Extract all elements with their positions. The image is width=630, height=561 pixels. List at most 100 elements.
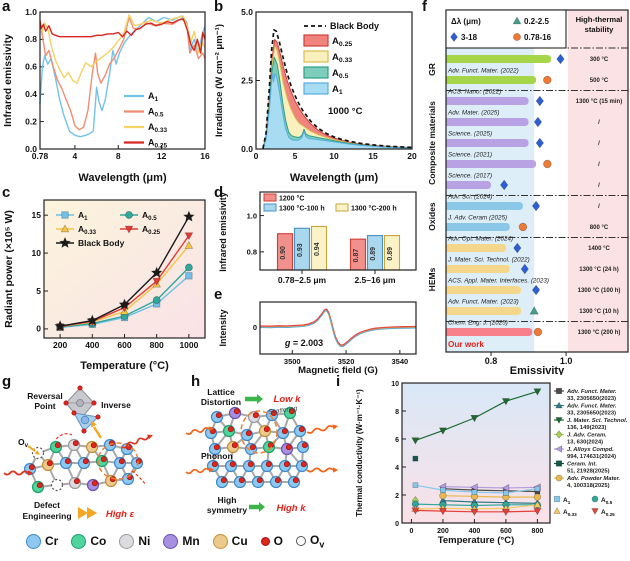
atom-O	[227, 426, 234, 433]
row-stability: 1300 °C (200 h)	[578, 330, 621, 336]
panel-c-label: c	[2, 184, 11, 201]
emissivity-bar	[446, 244, 507, 252]
legend-ref: Adv. Funct. Mater.	[566, 389, 617, 395]
svg-text:0.8: 0.8	[247, 248, 257, 257]
panel-i-chart: 0 200 400 600 800 0 2 4 6 8 10 Temperature (°C) Ther…	[355, 381, 628, 546]
svg-text:0: 0	[395, 521, 399, 528]
svg-text:A1: A1	[332, 84, 343, 96]
delta-lambda-legend-box	[445, 9, 567, 49]
svg-text:0: 0	[36, 324, 41, 334]
x-axis-label: Magnetic field (G)	[298, 365, 378, 375]
atom-O	[292, 477, 299, 484]
atom-O	[28, 464, 35, 471]
atom-legend-Mn: Mn	[163, 533, 200, 549]
legend-item: A0.33	[78, 224, 97, 236]
legend-ref: J. Alloys Compd.	[567, 447, 614, 453]
svg-text:16: 16	[200, 151, 210, 161]
x-axis-label: Wavelength (μm)	[78, 172, 167, 184]
legend-0.78-16: 0.78-16	[524, 33, 552, 42]
panel-h: h Lattice Distortion Low k Scattering Phonon…	[185, 373, 345, 525]
x-axis-label: Emissivity	[510, 365, 565, 375]
legend-1200: 1200 °C	[279, 195, 304, 203]
emissivity-bar	[446, 76, 537, 84]
bar-value: 0.87	[353, 249, 360, 263]
label-reversal-point: Reversal	[27, 391, 62, 401]
atom-legend-Ov: Ov	[296, 533, 324, 549]
emissivity-bar	[446, 97, 529, 105]
panel-d-label: d	[214, 184, 224, 201]
atom-O	[91, 480, 98, 487]
svg-text:1000: 1000	[179, 340, 198, 350]
legend-ref: Ceram. Int.	[567, 462, 597, 468]
svg-text:33, 2305650(2023): 33, 2305650(2023)	[567, 396, 616, 402]
atom-legend-label: O	[273, 534, 284, 548]
svg-text:0.0: 0.0	[25, 144, 37, 154]
atom-O	[285, 444, 292, 451]
svg-text:0.78: 0.78	[32, 151, 49, 161]
row-stability: /	[598, 183, 600, 189]
atom-O	[82, 458, 89, 465]
emissivity-bar	[446, 181, 492, 189]
atom-O	[215, 412, 222, 419]
row-ref: J. Mater. Sci. Technol. (2022)	[447, 257, 530, 264]
svg-text:1.0: 1.0	[25, 7, 37, 17]
svg-text:Distortion: Distortion	[201, 397, 241, 407]
svg-text:0.8: 0.8	[485, 356, 498, 366]
series-A0.33	[39, 14, 206, 84]
svg-text:A0.5: A0.5	[332, 68, 349, 80]
atom-O	[220, 477, 227, 484]
panel-a-label: a	[2, 0, 11, 15]
scattering-region-circle	[240, 410, 278, 454]
emissivity-bar	[446, 286, 522, 294]
svg-text:stability: stability	[585, 25, 614, 34]
atom-legend-O: O	[260, 534, 284, 548]
legend-blackbody: Black Body	[330, 21, 379, 31]
atom-O	[231, 442, 238, 449]
row-ref: Adv. Mater. (2025)	[447, 110, 499, 117]
svg-text:994, 174631(2024): 994, 174631(2024)	[567, 454, 616, 460]
svg-text:2.5: 2.5	[241, 75, 253, 85]
atom-O	[263, 426, 270, 433]
svg-text:3500: 3500	[284, 357, 301, 366]
legend-title: Δλ (μm)	[451, 17, 481, 26]
atom-legend-Cu: Cu	[212, 533, 248, 549]
svg-text:6: 6	[395, 437, 399, 444]
annotation-temperature: 1000 °C	[328, 106, 363, 117]
row-stability: 500 °C	[590, 78, 609, 84]
row-ref: Adv. Funct. Mater. (2022)	[447, 68, 519, 75]
legend-A0.5: A0.5	[148, 107, 164, 119]
row-ref: Adv. Funct. Mater. (2023)	[447, 299, 519, 306]
panel-f-chart: Adv. Funct. Mater. (2022) 300 °C ACS. Nano…	[427, 9, 629, 375]
area-A1	[262, 73, 413, 150]
x-axis-label: Wavelength (μm)	[290, 172, 379, 184]
category-oxides: Oxides	[427, 202, 437, 231]
emissivity-bar	[446, 223, 510, 231]
y-axis-label: Intensity	[218, 309, 228, 346]
y-axis-label: Infrared emissivity	[218, 192, 228, 272]
atom-O	[265, 461, 272, 468]
atom-O	[233, 408, 240, 415]
svg-text:800: 800	[532, 528, 544, 535]
svg-text:1.0: 1.0	[560, 356, 573, 366]
legend-A0.25: A0.25	[148, 138, 167, 150]
legend-ref: Adv. Powder Mater.	[566, 476, 621, 482]
svg-text:0.0: 0.0	[241, 144, 253, 154]
atom-O	[36, 482, 43, 489]
panel-h-label: h	[191, 373, 201, 390]
series-line	[442, 495, 538, 498]
row-stability: /	[598, 120, 600, 126]
svg-text:0: 0	[253, 323, 257, 332]
row-ref: ACS. Appl. Mater. Interfaces. (2023)	[447, 278, 549, 285]
defect-region-circle	[97, 442, 139, 480]
svg-text:10: 10	[329, 151, 339, 161]
bar-value: 0.93	[297, 243, 304, 257]
svg-text:Engineering: Engineering	[22, 511, 71, 521]
svg-text:symmetry: symmetry	[207, 505, 247, 515]
y-axis-label: Irradiance (W cm⁻² μm⁻¹)	[214, 24, 225, 137]
panel-d-chart: 0.8 1.0 0.90 0.93 0.94 0.78–2.5 μm 0.87 0.89 0.8…	[218, 191, 417, 285]
row-ref: Science. (2021)	[448, 152, 492, 159]
row-stability: 800 °C	[590, 225, 609, 231]
emissivity-bar	[446, 118, 529, 126]
svg-text:4: 4	[73, 151, 78, 161]
row-ref: Chem. Eng. J. (2025)	[448, 320, 508, 327]
